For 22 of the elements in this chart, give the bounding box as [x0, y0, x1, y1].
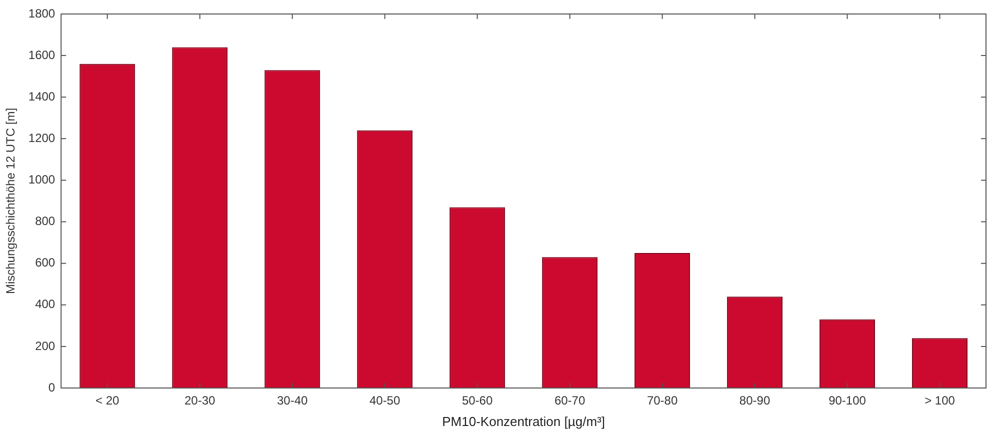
y-tick-label: 400: [35, 297, 56, 312]
x-tick-label: 90-100: [828, 394, 866, 408]
y-tick-label: 0: [48, 380, 56, 394]
y-tick-label: 600: [35, 256, 56, 270]
y-tick-label: 800: [35, 214, 56, 228]
y-tick-label: 1600: [28, 48, 56, 62]
x-tick-label: 30-40: [276, 394, 308, 408]
y-tick-label: 1200: [28, 130, 56, 145]
x-tick-label: 50-60: [462, 394, 493, 408]
x-tick-label: > 100: [924, 394, 956, 408]
y-axis-title: Mischungsschichthöhe 12 UTC [m]: [4, 108, 18, 294]
x-axis-title: PM10-Konzentration [µg/m³]: [442, 414, 605, 429]
y-tick-label: 1000: [28, 172, 56, 187]
y-tick-label: 1800: [28, 6, 56, 20]
x-tick-label: 60-70: [554, 394, 586, 408]
x-tick-label: 20-30: [184, 394, 216, 408]
x-tick-label: 80-90: [739, 394, 770, 408]
x-tick-label: < 20: [95, 394, 120, 408]
x-tick-label: 70-80: [646, 394, 678, 408]
y-tick-label: 1400: [28, 89, 56, 104]
x-tick-label: 40-50: [369, 394, 400, 408]
y-tick-label: 200: [35, 338, 56, 353]
